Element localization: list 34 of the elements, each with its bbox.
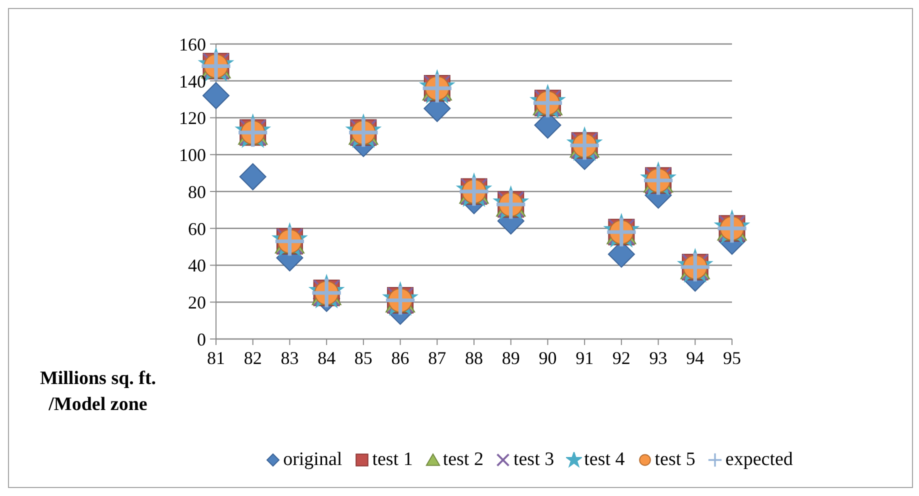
x-tick-label: 85 [354, 348, 372, 368]
y-tick-label: 60 [188, 218, 206, 239]
x-tick-label: 95 [723, 348, 741, 368]
legend-label: expected [724, 449, 793, 471]
y-axis-title: Millions sq. ft. [38, 367, 158, 391]
x-tick-label: 90 [538, 348, 557, 368]
y-tick-label: 100 [179, 145, 206, 166]
x-tick-label: 81 [207, 348, 225, 368]
x-tick-label: 92 [612, 348, 630, 368]
x-tick-label: 82 [244, 348, 262, 368]
x-tick-label: 84 [318, 348, 336, 368]
legend-label: test 3 [512, 449, 554, 471]
legend-label: original [282, 449, 342, 471]
legend-label: test 5 [654, 449, 696, 471]
x-tick-label: 93 [649, 348, 668, 368]
x-tick-label: 87 [428, 348, 446, 368]
x-tick-label: 89 [502, 348, 520, 368]
x-tick-label: 83 [280, 348, 299, 368]
x-tick-label: 91 [576, 348, 594, 368]
y-tick-label: 80 [188, 182, 206, 202]
y-tick-label: 0 [197, 329, 206, 350]
legend-label: test 4 [583, 449, 625, 471]
x-tick-label: 94 [686, 348, 704, 368]
legend-label: test 1 [371, 449, 413, 471]
x-tick-label: 88 [465, 348, 483, 368]
x-tick-label: 86 [391, 348, 410, 368]
y-tick-label: 120 [179, 108, 206, 128]
point [239, 163, 266, 190]
y-tick-label: 140 [179, 71, 206, 92]
legend-label: test 2 [442, 449, 484, 471]
y-tick-label: 20 [188, 292, 206, 313]
y-tick-label: 40 [188, 256, 206, 276]
y-tick-label: 160 [179, 34, 206, 54]
x-axis-title: /Model zone [48, 393, 148, 417]
